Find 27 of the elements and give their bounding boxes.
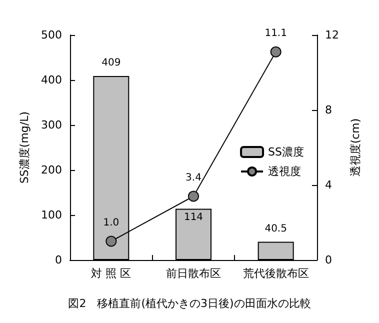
y-axis-title: SS濃度(mg/L) (18, 111, 32, 184)
y2-tick-label: 0 (325, 254, 332, 266)
x-tick-label: 前日散布区 (166, 267, 221, 280)
y-tick-label: 400 (41, 74, 62, 86)
data-label: 409 (102, 57, 121, 68)
y2-tick-label: 4 (325, 178, 332, 192)
y-tick-label: 300 (41, 118, 62, 132)
point (106, 236, 117, 247)
point (188, 190, 199, 202)
caption: 図2 移植直前(植代かきの3日後)の田面水の比較 (68, 297, 311, 310)
data-label: 40.5 (264, 223, 287, 234)
data-label: 114 (184, 212, 204, 224)
x-tick-label: 対 照 区 (91, 267, 132, 280)
y2-axis-title: 透視度(cm) (348, 118, 362, 177)
data-label: 11.1 (264, 28, 287, 39)
point (270, 46, 282, 58)
legend-label: 透視度 (268, 165, 302, 178)
y2-tick-label: 12 (325, 28, 339, 42)
y-tick-label: 100 (41, 208, 62, 222)
y-tick-label: 500 (41, 28, 62, 42)
data-label: 3.4 (186, 172, 202, 184)
y2-tick-label: 8 (325, 104, 332, 116)
data-label: 1.0 (103, 217, 120, 228)
y-tick-label: 0 (55, 254, 62, 266)
legend-label: SS濃度 (268, 146, 304, 158)
y-tick-label: 200 (41, 164, 62, 176)
x-tick-label: 荒代後散布区 (242, 267, 309, 280)
